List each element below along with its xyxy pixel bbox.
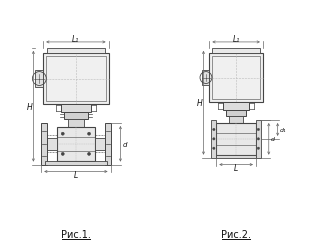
- Bar: [203, 70, 209, 86]
- Bar: [47, 138, 57, 150]
- Bar: [45, 161, 106, 165]
- Bar: [35, 70, 43, 88]
- Circle shape: [257, 138, 260, 140]
- Circle shape: [88, 153, 90, 156]
- Bar: [223, 103, 249, 111]
- Circle shape: [61, 153, 64, 156]
- Circle shape: [213, 147, 215, 150]
- Text: Рис.1.: Рис.1.: [61, 229, 91, 239]
- Bar: [68, 120, 84, 128]
- Text: H: H: [197, 99, 203, 108]
- Bar: [105, 123, 111, 165]
- Bar: [229, 117, 243, 123]
- Bar: [57, 128, 95, 161]
- Text: Рис.2.: Рис.2.: [221, 229, 251, 239]
- Text: L₁: L₁: [72, 35, 79, 44]
- Circle shape: [213, 138, 215, 140]
- Circle shape: [257, 129, 260, 131]
- Bar: [95, 138, 105, 150]
- Circle shape: [88, 133, 90, 136]
- Text: d: d: [271, 137, 275, 142]
- Bar: [46, 56, 106, 102]
- Text: d: d: [123, 141, 127, 147]
- Bar: [216, 123, 256, 155]
- Circle shape: [61, 133, 64, 136]
- Text: H: H: [27, 102, 32, 111]
- Text: d₁: d₁: [279, 128, 286, 133]
- Bar: [216, 155, 256, 158]
- Circle shape: [213, 129, 215, 131]
- Bar: [209, 54, 263, 103]
- Bar: [212, 49, 260, 54]
- Text: L: L: [234, 163, 238, 172]
- Bar: [43, 54, 109, 105]
- Bar: [212, 56, 260, 100]
- Bar: [256, 120, 261, 158]
- Bar: [47, 49, 105, 54]
- Text: L: L: [74, 170, 78, 179]
- Bar: [61, 105, 91, 113]
- Bar: [41, 123, 47, 165]
- Text: L₁: L₁: [232, 35, 240, 44]
- Bar: [64, 113, 88, 120]
- Bar: [211, 120, 216, 158]
- Circle shape: [257, 147, 260, 150]
- Bar: [226, 111, 246, 117]
